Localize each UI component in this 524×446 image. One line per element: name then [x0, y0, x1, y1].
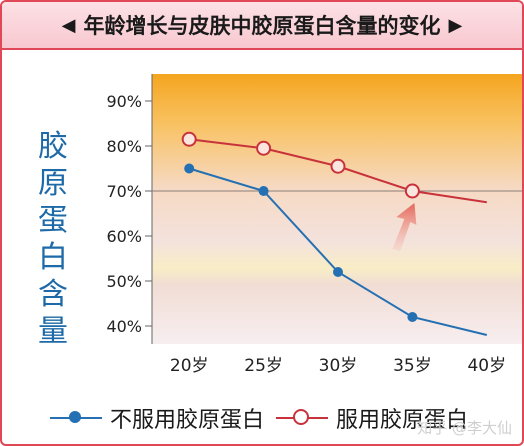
data-point-not-taken: [333, 267, 343, 277]
data-point-taken: [330, 158, 346, 174]
x-tick-label: 35岁: [393, 356, 432, 376]
legend-label-taken: 服用胶原蛋白: [336, 408, 469, 433]
x-tick-label: 20岁: [170, 356, 209, 376]
y-tick-label: 70%: [106, 182, 142, 201]
data-point-taken: [256, 140, 272, 156]
left-arrow-icon: ◀: [61, 14, 76, 36]
legend-label-not-taken: 不服用胶原蛋白: [110, 408, 265, 433]
legend-swatch-taken: [276, 408, 328, 428]
x-tick-label: 30岁: [319, 356, 358, 376]
chart-plot: 40% 50% 60% 70% 80% 90% 20岁 25岁 30岁 35岁 40岁: [106, 74, 522, 376]
data-point-taken: [404, 183, 420, 199]
y-tick-label: 90%: [106, 92, 142, 111]
legend-item-not-taken: 不服用胶原蛋白: [50, 402, 264, 434]
data-point-not-taken: [258, 186, 269, 196]
x-tick-label: 25岁: [244, 356, 283, 376]
y-tick-label: 80%: [106, 137, 142, 156]
x-tick-label: 40岁: [467, 356, 506, 376]
data-point-not-taken: [184, 163, 195, 174]
title-bar: ◀ 年龄增长与皮肤中胶原蛋白含量的变化 ▶: [2, 2, 522, 50]
data-point-taken: [181, 131, 197, 147]
plot-background: [152, 74, 522, 344]
hint-arrow-icon: [392, 203, 417, 251]
legend-swatch-not-taken: [50, 408, 102, 428]
chart-title: 年龄增长与皮肤中胶原蛋白含量的变化: [83, 14, 441, 38]
y-tick-label: 60%: [106, 227, 142, 246]
data-point-not-taken: [407, 312, 418, 322]
legend-item-taken: 服用胶原蛋白: [276, 402, 468, 434]
y-axis-label: 胶原蛋白含量: [38, 129, 68, 349]
watermark: 知乎 @李大仙: [417, 419, 512, 437]
y-tick-label: 50%: [106, 272, 142, 291]
y-tick-label: 40%: [106, 317, 142, 336]
right-arrow-icon: ▶: [448, 14, 463, 36]
legend: 不服用胶原蛋白 服用胶原蛋白: [2, 392, 522, 442]
